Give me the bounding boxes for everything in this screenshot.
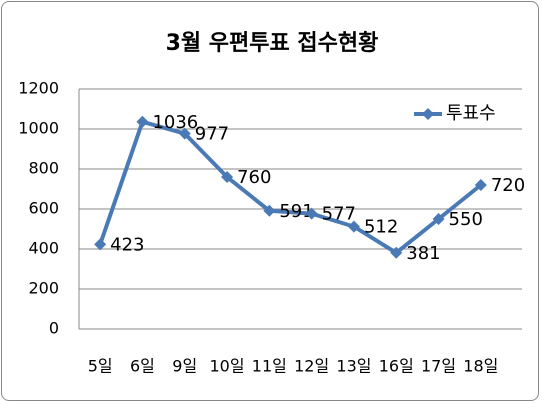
point-marker <box>221 171 234 183</box>
data-label: 550 <box>449 209 483 230</box>
chart-title: 3월 우편투표 접수현황 <box>166 31 379 56</box>
y-tick-label: 1200 <box>18 79 59 98</box>
point-marker <box>474 179 487 191</box>
data-label: 381 <box>406 243 440 264</box>
legend-marker <box>422 108 434 120</box>
chart: 3월 우편투표 접수현황 0 200 400 600 800 1000 1200 5일 6일 9일… <box>18 31 525 376</box>
data-label: 577 <box>322 204 356 225</box>
x-tick-label: 6일 <box>130 357 155 376</box>
y-tick-label: 200 <box>28 279 59 298</box>
data-label: 423 <box>110 234 144 255</box>
y-tick-label: 400 <box>28 239 59 258</box>
data-label: 760 <box>237 167 271 188</box>
data-label: 977 <box>195 124 229 145</box>
point-marker <box>305 207 318 220</box>
y-tick-label: 0 <box>49 319 59 338</box>
point-marker <box>178 127 191 140</box>
point-marker <box>347 220 360 233</box>
x-tick-label: 12일 <box>294 357 329 376</box>
y-tick-label: 600 <box>28 199 59 218</box>
x-tick-label: 10일 <box>210 357 245 376</box>
series-line <box>98 119 483 255</box>
legend-label: 투표수 <box>446 103 496 124</box>
x-tick-label: 13일 <box>336 357 371 376</box>
point-marker <box>432 213 445 225</box>
data-label: 720 <box>491 175 525 196</box>
point-marker <box>390 246 403 259</box>
x-tick-label: 16일 <box>379 357 414 376</box>
data-label: 591 <box>279 201 313 222</box>
x-tick-label: 18일 <box>463 357 498 376</box>
y-tick-label: 800 <box>28 159 59 178</box>
point-marker <box>263 204 276 217</box>
point-marker <box>136 115 149 128</box>
point-marker <box>94 238 107 251</box>
x-tick-label: 9일 <box>172 357 197 376</box>
x-tick-label: 11일 <box>252 357 287 376</box>
y-tick-label: 1000 <box>18 119 59 138</box>
x-tick-label: 5일 <box>88 357 113 376</box>
data-label: 512 <box>364 217 398 238</box>
x-tick-label: 17일 <box>421 357 456 376</box>
data-label: 1036 <box>152 112 198 133</box>
